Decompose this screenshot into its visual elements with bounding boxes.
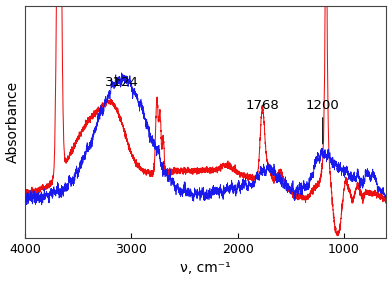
Text: 1768: 1768 — [245, 99, 279, 112]
Text: 1200: 1200 — [306, 99, 339, 144]
Y-axis label: Absorbance: Absorbance — [5, 81, 20, 163]
Text: 3124: 3124 — [105, 76, 139, 89]
X-axis label: ν, cm⁻¹: ν, cm⁻¹ — [180, 261, 231, 275]
